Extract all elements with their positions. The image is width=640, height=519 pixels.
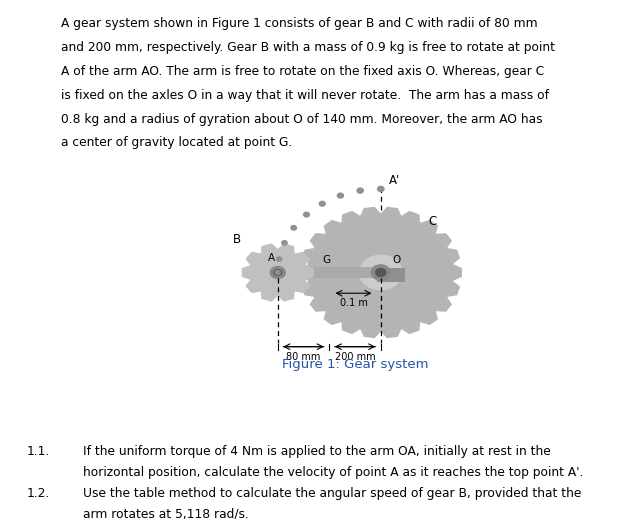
Text: C: C: [429, 215, 437, 228]
Text: Use the table method to calculate the angular speed of gear B, provided that the: Use the table method to calculate the an…: [83, 487, 582, 500]
Circle shape: [375, 268, 387, 277]
Circle shape: [357, 188, 364, 193]
Polygon shape: [301, 281, 314, 297]
Text: and 200 mm, respectively. Gear B with a mass of 0.9 kg is free to rotate at poin: and 200 mm, respectively. Gear B with a …: [61, 41, 555, 54]
Polygon shape: [360, 330, 380, 338]
Circle shape: [275, 270, 280, 275]
Text: A of the arm AO. The arm is free to rotate on the fixed axis O. Whereas, gear C: A of the arm AO. The arm is free to rota…: [61, 65, 544, 78]
Polygon shape: [306, 265, 314, 280]
Polygon shape: [448, 248, 460, 264]
Polygon shape: [301, 248, 314, 264]
Circle shape: [248, 249, 307, 296]
Polygon shape: [381, 207, 401, 215]
Circle shape: [371, 265, 390, 280]
Polygon shape: [360, 207, 380, 215]
Polygon shape: [342, 211, 360, 222]
Circle shape: [371, 264, 391, 281]
Text: a center of gravity located at point G.: a center of gravity located at point G.: [61, 136, 292, 149]
Circle shape: [282, 241, 287, 245]
Polygon shape: [342, 323, 360, 334]
Polygon shape: [454, 265, 462, 280]
Circle shape: [307, 213, 454, 332]
Text: A': A': [388, 174, 400, 187]
Polygon shape: [260, 243, 277, 253]
Polygon shape: [296, 252, 310, 265]
Text: G: G: [322, 255, 330, 265]
Polygon shape: [278, 292, 295, 302]
Circle shape: [303, 212, 309, 217]
Circle shape: [358, 255, 403, 291]
Text: 1.1.: 1.1.: [27, 445, 50, 458]
Text: 0.8 kg and a radius of gyration about O of 140 mm. Moreover, the arm AO has: 0.8 kg and a radius of gyration about O …: [61, 113, 543, 126]
Polygon shape: [278, 267, 381, 278]
Circle shape: [269, 266, 286, 279]
Polygon shape: [278, 243, 295, 253]
Polygon shape: [421, 220, 438, 233]
Text: A: A: [268, 253, 275, 263]
Text: 80 mm: 80 mm: [286, 352, 321, 362]
Circle shape: [319, 201, 325, 206]
Polygon shape: [381, 330, 401, 338]
Polygon shape: [300, 265, 308, 280]
Polygon shape: [310, 233, 325, 247]
Circle shape: [273, 269, 282, 276]
Circle shape: [269, 265, 287, 280]
Polygon shape: [296, 280, 310, 293]
Polygon shape: [402, 211, 420, 222]
Text: arm rotates at 5,118 rad/s.: arm rotates at 5,118 rad/s.: [83, 508, 249, 519]
Circle shape: [378, 186, 384, 192]
Polygon shape: [421, 312, 438, 325]
Polygon shape: [260, 292, 277, 302]
Text: horizontal position, calculate the velocity of point A as it reaches the top poi: horizontal position, calculate the veloc…: [83, 466, 584, 479]
Polygon shape: [448, 281, 460, 297]
Circle shape: [274, 269, 282, 276]
Polygon shape: [245, 280, 260, 293]
Text: If the uniform torque of 4 Nm is applied to the arm OA, initially at rest in the: If the uniform torque of 4 Nm is applied…: [83, 445, 551, 458]
Text: 0.1 m: 0.1 m: [339, 298, 367, 308]
Text: 1.2.: 1.2.: [27, 487, 50, 500]
Polygon shape: [242, 265, 250, 280]
Text: Figure 1: Gear system: Figure 1: Gear system: [282, 358, 428, 371]
Text: 200 mm: 200 mm: [335, 352, 375, 362]
Polygon shape: [324, 312, 340, 325]
Polygon shape: [436, 233, 452, 247]
Polygon shape: [436, 298, 452, 312]
Polygon shape: [324, 220, 340, 233]
Polygon shape: [310, 298, 325, 312]
Polygon shape: [245, 252, 260, 265]
Text: is fixed on the axles O in a way that it will never rotate.  The arm has a mass : is fixed on the axles O in a way that it…: [61, 89, 548, 102]
Polygon shape: [402, 323, 420, 334]
Text: O: O: [392, 255, 401, 265]
Circle shape: [276, 257, 282, 261]
Circle shape: [291, 226, 296, 230]
Circle shape: [337, 193, 344, 198]
Polygon shape: [377, 268, 405, 282]
Text: A gear system shown in Figure 1 consists of gear B and C with radii of 80 mm: A gear system shown in Figure 1 consists…: [61, 17, 538, 30]
Text: B: B: [232, 233, 241, 246]
